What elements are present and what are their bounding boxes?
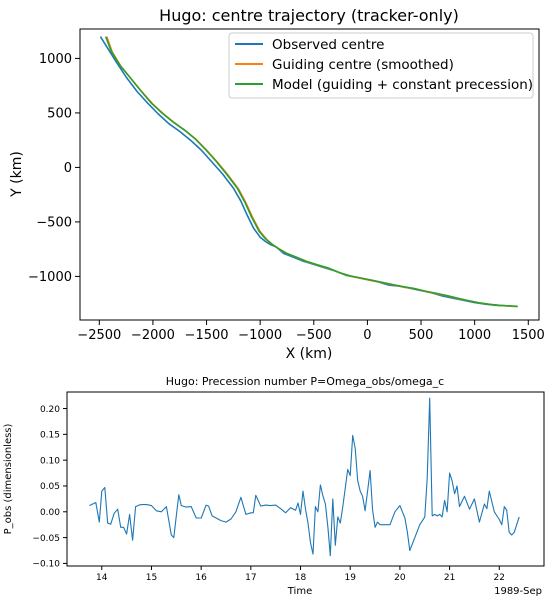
precession-x-offset: 1989-Sep xyxy=(494,586,542,597)
x-tick-label: −2500 xyxy=(77,328,121,343)
y-tick-label: −0.10 xyxy=(32,560,60,570)
x-tick-label: 20 xyxy=(394,573,406,583)
precession-ylabel: P_obs (dimensionless) xyxy=(3,423,14,534)
x-tick-label: −2000 xyxy=(131,328,175,343)
x-tick-label: −500 xyxy=(296,328,332,343)
x-tick-label: 22 xyxy=(494,573,505,583)
legend-label-model: Model (guiding + constant precession) xyxy=(272,77,533,93)
trajectory-ylabel: Y (km) xyxy=(9,151,25,198)
precession-y-ticks: −0.10 −0.05 0.00 0.05 0.10 0.15 0.20 xyxy=(32,405,67,570)
x-tick-label: 21 xyxy=(444,573,455,583)
precession-xlabel: Time xyxy=(287,586,312,597)
x-tick-label: 19 xyxy=(344,573,356,583)
precession-chart: Hugo: Precession number P=Omega_obs/omeg… xyxy=(3,375,545,597)
x-tick-label: 15 xyxy=(146,573,157,583)
series-line-0 xyxy=(99,36,518,308)
y-tick-label: 0.10 xyxy=(40,456,60,466)
y-tick-label: 0.05 xyxy=(40,482,60,492)
precession-x-ticks: 14 15 16 17 18 19 20 21 22 xyxy=(96,566,505,583)
trajectory-axes-frame xyxy=(79,28,540,321)
trajectory-y-ticks: −1000 −500 0 500 1000 xyxy=(28,52,80,285)
x-tick-label: 1000 xyxy=(458,328,491,343)
y-tick-label: −0.05 xyxy=(32,534,60,544)
legend-label-observed: Observed centre xyxy=(272,37,384,53)
y-tick-label: 0 xyxy=(64,161,72,176)
x-tick-label: 0 xyxy=(363,328,371,343)
legend-box xyxy=(228,32,534,99)
trajectory-x-ticks: −2500 −2000 −1500 −1000 −500 0 500 1000 1500 xyxy=(77,320,545,343)
y-tick-label: 0.00 xyxy=(40,508,60,518)
trajectory-chart: Hugo: centre trajectory (tracker-only) X… xyxy=(9,6,545,362)
precession-series xyxy=(89,397,520,557)
x-tick-label: −1000 xyxy=(238,328,282,343)
x-tick-label: −1500 xyxy=(185,328,229,343)
trajectory-xlabel: X (km) xyxy=(286,346,333,362)
x-tick-label: 18 xyxy=(295,573,307,583)
x-tick-label: 16 xyxy=(195,573,207,583)
y-tick-label: 500 xyxy=(47,107,72,122)
trajectory-series xyxy=(99,36,518,308)
precession-title: Hugo: Precession number P=Omega_obs/omeg… xyxy=(166,375,444,388)
series-line-2 xyxy=(104,36,518,308)
y-tick-label: 0.20 xyxy=(40,405,60,415)
x-tick-label: 17 xyxy=(245,573,256,583)
y-tick-label: −500 xyxy=(36,216,72,231)
trajectory-legend: Observed centre Guiding centre (smoothed… xyxy=(228,32,534,99)
trajectory-title: Hugo: centre trajectory (tracker-only) xyxy=(159,6,459,25)
y-tick-label: 0.15 xyxy=(40,431,60,441)
x-tick-label: 500 xyxy=(409,328,434,343)
legend-label-guiding: Guiding centre (smoothed) xyxy=(272,57,454,73)
precession-axes-frame xyxy=(66,391,545,567)
y-tick-label: −1000 xyxy=(28,270,72,285)
x-tick-label: 14 xyxy=(96,573,108,583)
x-tick-label: 1500 xyxy=(512,328,545,343)
series-line-0 xyxy=(89,397,520,557)
y-tick-label: 1000 xyxy=(39,52,72,67)
